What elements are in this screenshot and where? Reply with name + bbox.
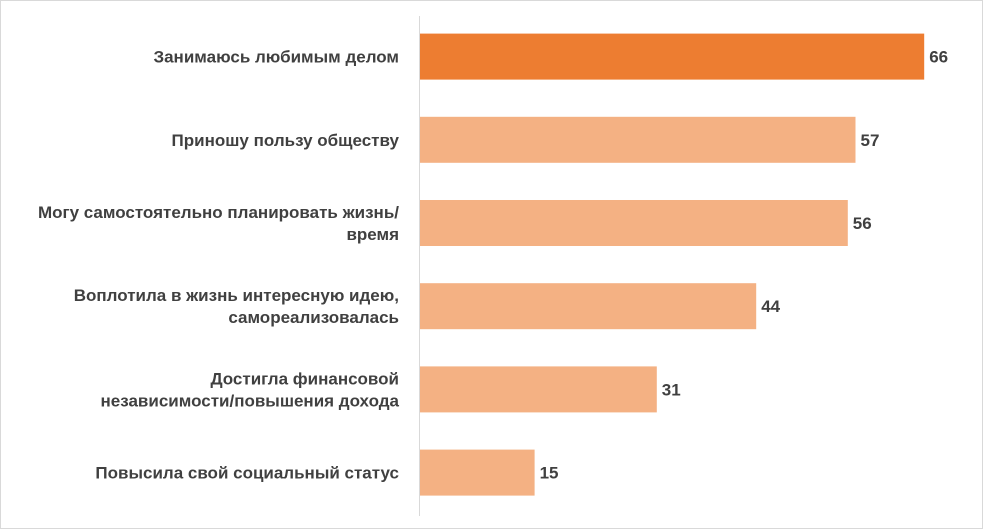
bars-group	[420, 33, 925, 496]
category-label-3: Могу самостоятельно планировать жизнь/вр…	[38, 203, 399, 244]
bar-1	[420, 33, 925, 80]
category-label-1: Занимаюсь любимым делом	[153, 48, 399, 67]
category-label-4: Воплотила в жизнь интересную идею, саморе…	[74, 286, 399, 327]
category-label-line: Могу самостоятельно планировать жизнь/	[38, 203, 399, 222]
value-label-4: 44	[761, 297, 780, 316]
category-labels-group: Занимаюсь любимым делом Приношу пользу об…	[38, 48, 400, 483]
bar-6	[420, 449, 535, 496]
category-label-line: независимости/повышения дохода	[101, 391, 400, 410]
category-label-line: Занимаюсь любимым делом	[153, 48, 399, 67]
value-labels-group: 66 57 56 44 31 15	[540, 48, 949, 483]
value-label-1: 66	[929, 48, 948, 67]
bar-4	[420, 283, 757, 330]
value-label-3: 56	[853, 214, 872, 233]
value-label-5: 31	[662, 380, 681, 399]
category-label-line: время	[346, 225, 399, 244]
category-label-line: Приношу пользу обществу	[172, 131, 400, 150]
category-label-line: Повысила свой социальный статус	[95, 464, 399, 483]
value-label-6: 15	[540, 464, 559, 483]
category-label-line: Воплотила в жизнь интересную идею,	[74, 286, 399, 305]
bar-3	[420, 200, 848, 246]
value-label-2: 57	[861, 131, 880, 150]
category-label-5: Достигла финансовой независимости/повышен…	[101, 369, 400, 410]
bar-5	[420, 366, 657, 413]
category-label-2: Приношу пользу обществу	[172, 131, 400, 150]
category-label-6: Повысила свой социальный статус	[95, 464, 399, 483]
category-label-line: Достигла финансовой	[210, 369, 399, 388]
category-label-line: самореализовалась	[228, 308, 399, 327]
bar-2	[420, 116, 856, 163]
